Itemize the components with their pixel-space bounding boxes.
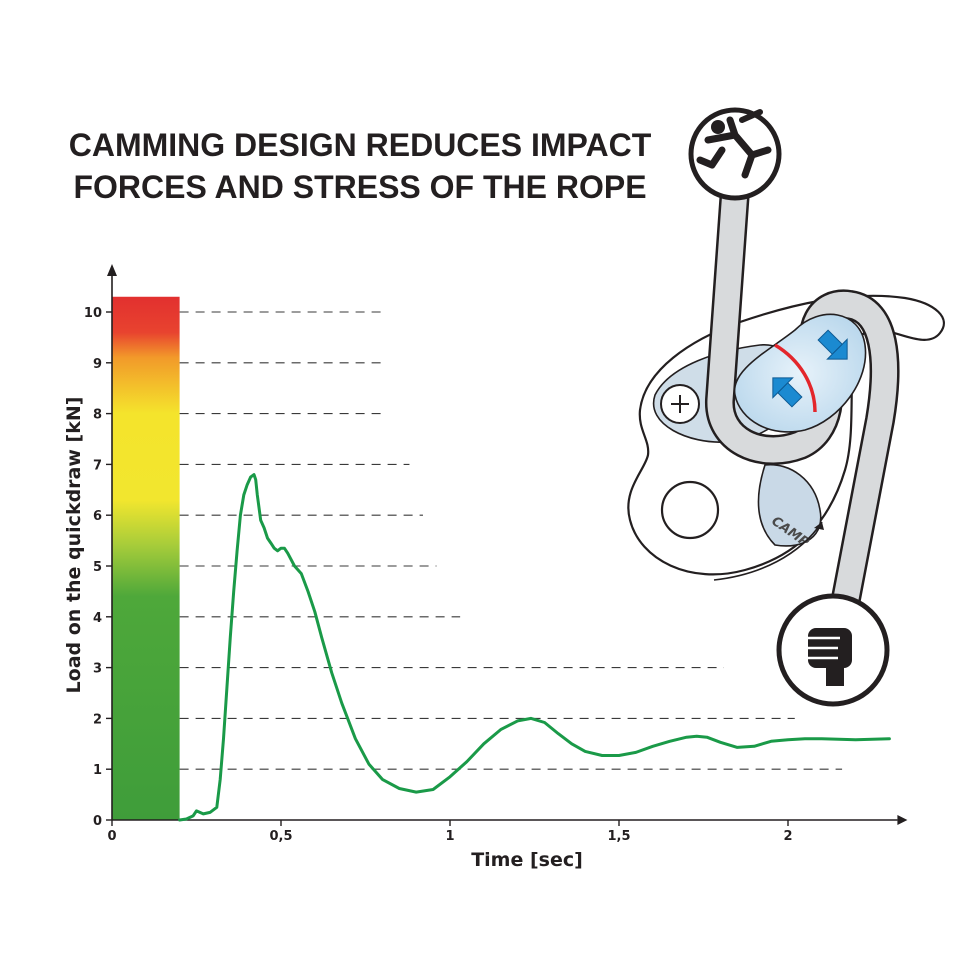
fist-grip-icon	[776, 593, 890, 707]
y-tick-label: 5	[93, 560, 102, 575]
x-tick-label: 0,5	[269, 829, 292, 844]
y-tick-label: 7	[93, 458, 102, 473]
y-tick-label: 1	[93, 763, 102, 778]
x-tick-label: 1,5	[607, 829, 630, 844]
x-axis-arrow	[897, 815, 908, 825]
y-tick-label: 3	[93, 662, 102, 677]
assisted-belay-device-icon: CAMP	[627, 175, 945, 645]
y-tick-label: 0	[93, 814, 102, 829]
y-axis-arrow	[107, 264, 117, 276]
color-scale-bar	[112, 296, 180, 820]
title-line-1: CAMMING DESIGN REDUCES IMPACT	[68, 127, 652, 163]
y-tick-label: 10	[84, 306, 102, 321]
y-tick-label: 8	[93, 408, 102, 423]
x-axis-label: Time [sec]	[471, 849, 583, 871]
y-tick-label: 9	[93, 357, 102, 372]
falling-climber-icon	[688, 107, 782, 201]
y-axis-label: Load on the quickdraw [kN]	[63, 397, 85, 694]
gridlines	[179, 311, 843, 770]
series-line	[178, 473, 891, 822]
axes: 0 1 2 3 4 5 6 7 8 9 10 0 0,5 1 1,5 2	[84, 264, 908, 844]
x-tick-label: 1	[445, 829, 454, 844]
y-tick-label: 4	[93, 611, 102, 626]
x-tick-label: 0	[107, 829, 116, 844]
x-tick-label: 2	[783, 829, 792, 844]
chart-title: CAMMING DESIGN REDUCES IMPACT FORCES AND…	[20, 124, 700, 208]
y-tick-label: 6	[93, 509, 102, 524]
series-layer	[178, 473, 891, 822]
color-scale-rect	[112, 296, 180, 820]
y-tick-label: 2	[93, 712, 102, 727]
title-line-2: FORCES AND STRESS OF THE ROPE	[73, 169, 647, 205]
